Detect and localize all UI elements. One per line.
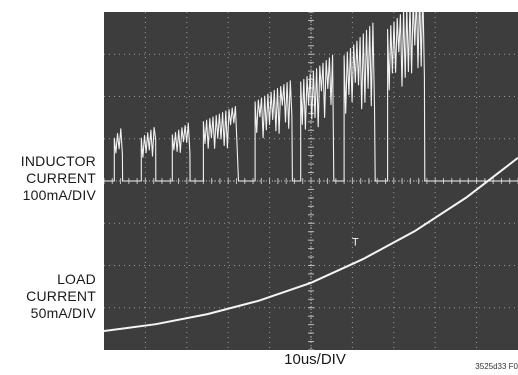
load-current-trace: [104, 157, 518, 332]
scope-traces: T: [104, 12, 518, 332]
figure-code: 3525d33 F0: [475, 362, 518, 371]
inductor-label-line-3: 100mA/DIV: [22, 187, 96, 203]
inductor-current-axis-label: INDUCTOR CURRENT 100mA/DIV: [0, 153, 96, 204]
inductor-label-line-2: CURRENT: [26, 170, 96, 186]
inductor-current-trace: [104, 12, 518, 182]
inductor-label-line-1: INDUCTOR: [20, 153, 96, 169]
load-label-line-2: CURRENT: [26, 288, 96, 304]
trigger-marker: T: [352, 237, 359, 249]
oscilloscope-screen: T: [104, 12, 518, 350]
load-current-axis-label: LOAD CURRENT 50mA/DIV: [0, 271, 96, 322]
load-label-line-3: 50mA/DIV: [30, 305, 96, 321]
x-axis-label: 10us/DIV: [284, 351, 346, 368]
load-label-line-1: LOAD: [57, 271, 96, 287]
